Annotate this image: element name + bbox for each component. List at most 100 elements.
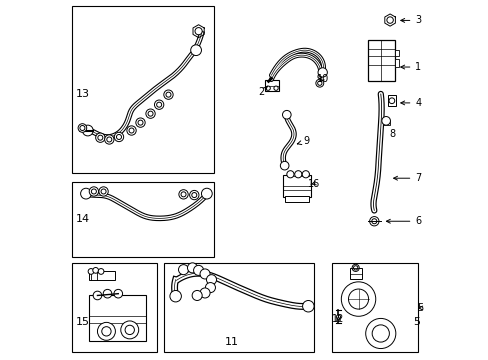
Circle shape: [190, 45, 201, 55]
Bar: [283, 175, 310, 197]
Circle shape: [103, 289, 112, 298]
Circle shape: [192, 291, 202, 301]
Circle shape: [98, 135, 102, 140]
Circle shape: [181, 192, 185, 197]
Text: 10: 10: [316, 73, 328, 84]
Circle shape: [302, 301, 313, 312]
Bar: [265, 80, 278, 91]
Bar: [72, 263, 156, 352]
Circle shape: [179, 190, 188, 199]
Circle shape: [336, 315, 340, 319]
Circle shape: [205, 283, 215, 293]
Circle shape: [81, 188, 91, 199]
Circle shape: [200, 288, 210, 298]
Circle shape: [114, 132, 123, 141]
Circle shape: [98, 269, 104, 274]
Circle shape: [114, 289, 122, 298]
Circle shape: [148, 111, 153, 116]
Text: 9: 9: [297, 136, 308, 146]
Circle shape: [178, 265, 188, 275]
Text: 5: 5: [416, 303, 423, 313]
Text: 1: 1: [400, 62, 421, 72]
Circle shape: [93, 267, 99, 273]
Circle shape: [78, 124, 86, 132]
Circle shape: [106, 137, 112, 142]
Circle shape: [302, 171, 309, 178]
Circle shape: [91, 189, 96, 194]
Circle shape: [129, 128, 134, 133]
Circle shape: [154, 100, 163, 109]
Circle shape: [88, 269, 94, 274]
Text: 7: 7: [393, 173, 421, 183]
Circle shape: [365, 319, 395, 348]
Bar: [332, 263, 418, 352]
Circle shape: [200, 269, 210, 279]
Circle shape: [195, 28, 202, 35]
Circle shape: [163, 90, 173, 99]
Circle shape: [165, 92, 171, 97]
Circle shape: [102, 327, 111, 336]
Circle shape: [101, 189, 106, 194]
Text: 12: 12: [331, 314, 344, 324]
Bar: [394, 59, 399, 67]
Circle shape: [206, 275, 216, 285]
Bar: [88, 271, 115, 280]
Circle shape: [348, 289, 368, 309]
Circle shape: [294, 171, 301, 178]
Text: 14: 14: [76, 215, 90, 224]
Text: 11: 11: [224, 337, 239, 347]
Circle shape: [121, 321, 139, 339]
Circle shape: [116, 134, 121, 139]
Text: 4: 4: [400, 98, 421, 108]
Circle shape: [156, 102, 162, 107]
Text: 15: 15: [76, 317, 90, 327]
Circle shape: [138, 120, 142, 125]
Text: 16: 16: [307, 179, 319, 189]
Circle shape: [89, 187, 99, 196]
Circle shape: [96, 133, 105, 142]
Circle shape: [381, 117, 389, 125]
Circle shape: [286, 171, 293, 178]
Bar: [387, 95, 395, 106]
Bar: [394, 50, 399, 56]
Circle shape: [353, 266, 357, 270]
Circle shape: [386, 17, 392, 23]
Bar: [381, 121, 389, 125]
Circle shape: [282, 111, 290, 119]
Text: 13: 13: [76, 89, 90, 99]
Circle shape: [315, 79, 323, 87]
Circle shape: [187, 263, 197, 273]
Circle shape: [136, 118, 145, 127]
Circle shape: [82, 125, 93, 136]
Circle shape: [145, 109, 155, 118]
Circle shape: [125, 325, 134, 334]
Circle shape: [104, 135, 114, 144]
Circle shape: [169, 291, 181, 302]
Circle shape: [371, 219, 376, 224]
Circle shape: [191, 193, 196, 198]
Circle shape: [126, 126, 136, 135]
Circle shape: [201, 188, 212, 199]
Circle shape: [317, 68, 326, 77]
Circle shape: [280, 161, 288, 170]
Circle shape: [189, 190, 199, 200]
Circle shape: [388, 98, 394, 104]
Text: 8: 8: [389, 129, 395, 139]
Circle shape: [369, 217, 378, 226]
Text: 6: 6: [386, 216, 421, 226]
Bar: [286, 173, 309, 176]
Circle shape: [341, 282, 375, 316]
Bar: [285, 196, 308, 202]
Circle shape: [97, 322, 115, 340]
Circle shape: [93, 291, 102, 300]
Bar: [367, 40, 394, 81]
Circle shape: [99, 187, 108, 196]
Text: 3: 3: [400, 15, 421, 26]
Bar: [72, 6, 214, 173]
Bar: [79, 126, 83, 131]
Circle shape: [371, 325, 388, 342]
Circle shape: [317, 81, 321, 85]
Bar: [349, 268, 362, 279]
Bar: [72, 182, 214, 257]
Text: 2: 2: [258, 86, 267, 97]
